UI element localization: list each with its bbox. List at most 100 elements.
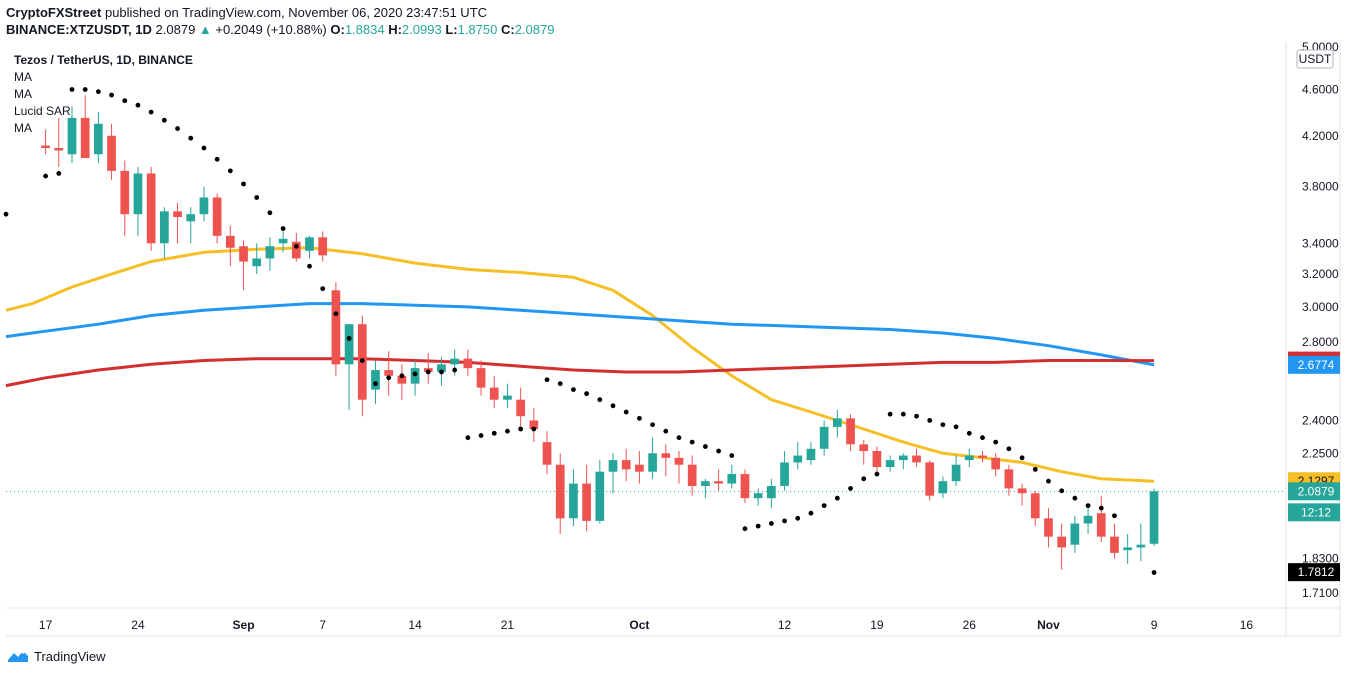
sar-dot [597, 397, 603, 403]
candle [1136, 523, 1146, 562]
sar-dot [650, 422, 655, 428]
sar-dot [69, 87, 75, 92]
candle [133, 166, 143, 236]
price-tick-label: 2.4000 [1302, 413, 1339, 427]
candle-body [674, 457, 684, 465]
symbol-label: BINANCE:XTZUSDT, 1D [6, 22, 152, 37]
sar-dot [452, 367, 458, 373]
sar-dot [267, 210, 273, 216]
candle [978, 451, 987, 463]
publisher-name[interactable]: CryptoFXStreet [6, 5, 102, 20]
legend-item-ma-1[interactable]: MA [14, 70, 32, 84]
time-tick-label: 16 [1240, 618, 1254, 632]
tradingview-brand: TradingView [34, 648, 106, 664]
candle-body [727, 474, 737, 484]
candle [41, 129, 50, 155]
candle-body [542, 442, 552, 465]
candle-body [120, 170, 130, 215]
time-tick-label: Sep [233, 618, 255, 632]
candle [265, 237, 275, 271]
candle-body [806, 448, 816, 461]
price-label-box [1288, 482, 1340, 501]
candle [991, 453, 1001, 477]
time-tick-label: Oct [629, 618, 649, 632]
candle [714, 469, 723, 491]
close-value: 2.0879 [514, 22, 555, 37]
candle [951, 455, 961, 486]
candle [555, 453, 565, 534]
time-axis[interactable]: 17 24 Sep 7 14 21 Oct 12 19 26 Nov 9 16 [39, 618, 1253, 632]
sar-dot [412, 371, 418, 377]
candle-body [885, 460, 895, 468]
candle [384, 351, 394, 396]
candle [94, 112, 103, 164]
candle [1123, 533, 1133, 564]
candle-body [516, 399, 525, 417]
candle [1057, 523, 1067, 570]
candle-body [1070, 523, 1080, 545]
candle-body [648, 453, 657, 472]
candle-body [212, 197, 222, 236]
legend-item-ma-3[interactable]: MA [14, 121, 32, 135]
candle [1083, 508, 1093, 534]
price-axis[interactable]: 5.00004.60004.20003.80003.40003.20003.00… [1296, 40, 1339, 600]
candle-body [1004, 469, 1014, 489]
candle [635, 451, 644, 484]
candle-body [991, 457, 1001, 470]
change-arrow-icon: ▲ [198, 22, 212, 37]
candle [423, 353, 433, 384]
candle-body [595, 471, 605, 521]
candle-body [463, 358, 473, 369]
time-tick-label: 12 [778, 618, 792, 632]
candle [120, 160, 130, 236]
time-tick-label: 19 [870, 618, 884, 632]
candle [107, 123, 116, 181]
candle-body [1057, 536, 1067, 548]
low-value: 1.8750 [457, 22, 498, 37]
sar-dot [729, 453, 735, 458]
candle [529, 407, 539, 443]
time-tick-label: 26 [963, 618, 977, 632]
candle-body [555, 464, 565, 519]
last-price: 2.0879 [155, 22, 196, 37]
candle-body [159, 211, 169, 244]
sar-dot [887, 411, 893, 417]
candle-body [1149, 491, 1159, 544]
sar-dot [227, 168, 233, 174]
candle [753, 488, 763, 506]
sar-dot [914, 413, 919, 419]
sar-dot [241, 181, 246, 187]
price-label-text: 1.7812 [1298, 565, 1335, 579]
time-tick-label: 24 [131, 618, 145, 632]
candle [621, 448, 631, 482]
sar-dot [676, 435, 682, 441]
candle [832, 409, 842, 438]
price-change: +0.2049 (+10.88%) [215, 22, 327, 37]
unit-label: USDT [1296, 49, 1334, 69]
sar-dot [848, 485, 853, 491]
candle-body [701, 481, 710, 486]
candle-body [635, 464, 644, 472]
candle [54, 117, 64, 167]
ma-line-3 [5, 357, 1155, 388]
price-label-box [1288, 503, 1340, 522]
candle-body [278, 238, 288, 244]
candle-body [621, 460, 631, 470]
candle [146, 166, 156, 251]
low-label: L: [445, 22, 458, 37]
candle-body [265, 246, 275, 259]
candle [819, 420, 829, 456]
candle-body [450, 358, 460, 365]
tradingview-footer[interactable]: TradingView [6, 648, 106, 664]
candle [595, 460, 605, 524]
sar-dot [307, 263, 312, 269]
sar-dot [1151, 570, 1157, 575]
sar-dot [927, 418, 933, 423]
candle [516, 387, 525, 427]
legend-item-lucid-sar[interactable]: Lucid SAR [14, 104, 71, 118]
candle [727, 464, 737, 489]
sar-dot [1098, 505, 1104, 511]
legend-item-ma-2[interactable]: MA [14, 87, 32, 101]
